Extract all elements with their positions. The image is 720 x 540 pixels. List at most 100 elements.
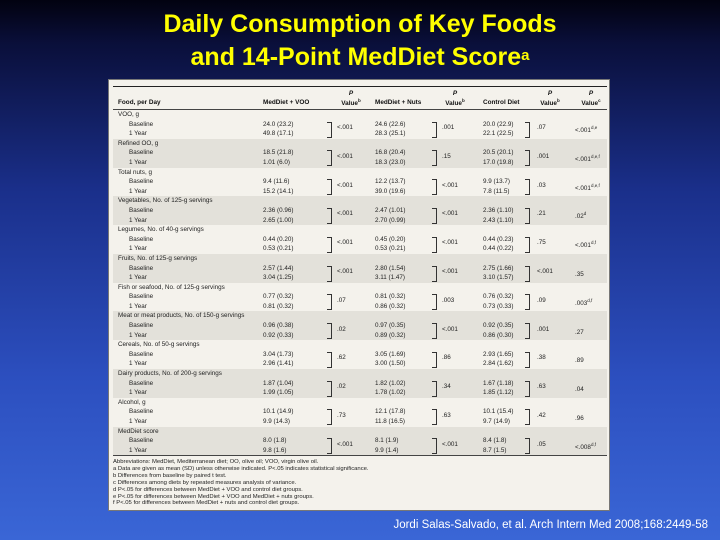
cell-value: 9.7 (14.9): [483, 418, 510, 425]
footnote: b Differences from baseline by paired t …: [113, 472, 227, 479]
p-value-3: .001: [537, 153, 549, 161]
bracket: [432, 150, 437, 167]
p-value-text: .38: [537, 354, 546, 362]
bracket: [525, 179, 530, 196]
p-value-text: .001: [537, 325, 550, 333]
bracket: [525, 323, 530, 340]
bracket: [327, 294, 332, 311]
p-value-superscript: d,e,f: [590, 182, 600, 188]
cell-value: 20.5 (20.1): [483, 149, 514, 157]
table-row-category: Vegetables, No. of 125-g servings: [113, 196, 607, 206]
year-label: 1 Year: [129, 331, 147, 339]
p-value-text: <.001: [575, 184, 591, 192]
p-value-1: .73: [337, 412, 346, 420]
cell-value: 9.4 (11.6): [263, 178, 290, 186]
table-group: Refined OO, g Baseline 18.5 (21.8) 16.8 (20…: [113, 138, 607, 168]
table-row-1-year: 1 Year 2.65 (1.00) 2.70 (0.99) 2.43 (1.10): [113, 215, 607, 226]
table-row-1-year: 1 Year 49.8 (17.1) 28.3 (25.1) 22.1 (22.5): [113, 129, 607, 139]
table-row-category: Dairy products, No. of 200-g servings: [113, 369, 607, 379]
category-label: Vegetables, No. of 125-g servings: [118, 197, 213, 205]
cell-value: 0.81 (0.32): [263, 302, 294, 310]
footnote: a Data are given as mean (SD) unless oth…: [113, 465, 369, 472]
header-p3-sup: b: [556, 98, 560, 103]
bracket: [525, 121, 530, 138]
p-value-text: .27: [575, 328, 584, 336]
p-value-4: .27: [575, 326, 584, 337]
table-row-category: MedDiet score: [113, 426, 607, 437]
p-value-2: .001: [442, 124, 454, 132]
bracket: [432, 438, 437, 455]
cell-value: 18.3 (23.0): [375, 158, 406, 166]
category-label: VOO, g: [118, 111, 139, 118]
bracket: [432, 179, 437, 196]
baseline-label: Baseline: [129, 379, 154, 387]
p-value-text: <.001: [442, 210, 458, 218]
table-row-1-year: 1 Year 1.01 (6.0) 18.3 (23.0) 17.0 (19.8): [113, 157, 607, 168]
p-value-text: .63: [537, 383, 546, 391]
category-label: Total nuts, g: [118, 168, 152, 176]
cell-value: 2.75 (1.66): [483, 264, 514, 272]
year-label: 1 Year: [129, 130, 147, 138]
year-label: 1 Year: [129, 302, 147, 310]
table-group: Fruits, No. of 125-g servings Baseline 2.5…: [113, 253, 607, 283]
p-value-text: .04: [575, 386, 584, 394]
year-label: 1 Year: [129, 360, 147, 368]
bracket: [327, 207, 332, 224]
table-row-baseline: Baseline 10.1 (14.9) 12.1 (17.8) 10.1 (15.4…: [113, 407, 607, 417]
bracket: [525, 380, 530, 397]
p-value-text: <.001: [575, 242, 591, 250]
table-row-baseline: Baseline 24.0 (23.2) 24.6 (22.6) 20.0 (22.9…: [113, 120, 607, 130]
cell-value: 9.8 (1.6): [263, 446, 287, 454]
bracket: [432, 351, 437, 368]
header-p1-value-text: Value: [341, 100, 358, 108]
header-p3-p: P: [547, 90, 553, 97]
p-value-superscript: d,f: [587, 297, 593, 303]
category-label: Fish or seafood, No. of 125-g servings: [118, 283, 225, 291]
cell-value: 0.86 (0.30): [483, 331, 514, 339]
p-value-superscript: d,f: [590, 441, 596, 447]
bracket: [432, 294, 437, 311]
header-p-value-2: P Valueb: [442, 90, 468, 107]
table-group: Dairy products, No. of 200-g servings Bas…: [113, 369, 607, 398]
header-p4-p: P: [588, 90, 594, 97]
year-label: 1 Year: [129, 216, 147, 224]
title-line-1: Daily Consumption of Key Foods: [163, 10, 557, 38]
category-label: Meat or meat products, No. of 150-g serv…: [118, 312, 245, 320]
bracket: [525, 294, 530, 311]
p-value-text: .003: [442, 296, 455, 304]
cell-value: 3.10 (1.57): [483, 274, 514, 282]
p-value-4: .96: [575, 412, 584, 423]
p-value-1: <.001: [337, 268, 353, 276]
year-label: 1 Year: [129, 274, 147, 282]
table-group: Total nuts, g Baseline 9.4 (11.6) 12.2 (13.…: [113, 168, 607, 197]
bracket: [327, 438, 332, 455]
header-meddiet-nuts: MedDiet + Nuts: [375, 99, 422, 106]
p-value-2: <.001: [442, 239, 458, 247]
cell-value: 8.7 (1.5): [483, 446, 507, 454]
p-value-text: <.001: [442, 268, 458, 275]
category-label: Refined OO, g: [118, 139, 159, 147]
p-value-1: .02: [337, 326, 346, 334]
p-value-1: <.001: [337, 441, 353, 449]
bracket: [327, 236, 332, 253]
p-value-text: <.008: [575, 443, 591, 451]
table-footnotes: Abbreviations: MedDiet, Mediterranean di…: [113, 455, 607, 507]
bracket: [432, 380, 437, 397]
header-p2-p: P: [452, 90, 458, 97]
table-group: Meat or meat products, No. of 150-g serv…: [113, 311, 607, 341]
p-value-2: .003: [442, 297, 454, 305]
p-value-text: <.001: [537, 268, 553, 275]
p-value-3: .05: [537, 441, 546, 449]
category-label: Dairy products, No. of 200-g servings: [118, 370, 222, 378]
cell-value: 11.8 (16.5): [375, 418, 405, 425]
p-value-text: .96: [575, 415, 584, 422]
cell-value: 8.0 (1.8): [263, 437, 287, 445]
cell-value: 22.1 (22.5): [483, 130, 514, 138]
bracket: [432, 265, 437, 282]
baseline-label: Baseline: [129, 178, 154, 186]
p-value-superscript: d: [583, 211, 587, 217]
table-group: Legumes, No. of 40-g servings Baseline 0.4…: [113, 225, 607, 254]
table-row-category: Fish or seafood, No. of 125-g servings: [113, 283, 607, 293]
p-value-1: <.001: [337, 182, 353, 190]
cell-value: 0.77 (0.32): [263, 293, 294, 301]
